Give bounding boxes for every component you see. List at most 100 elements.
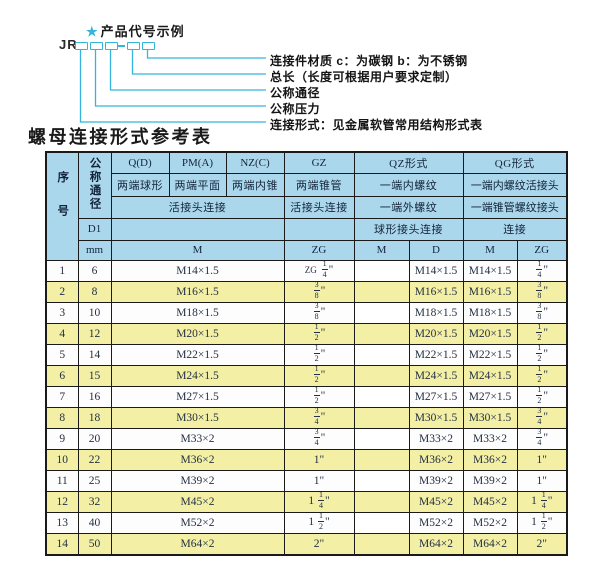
cell-qg-m: M64×2 bbox=[462, 532, 518, 555]
diagram-label-pressure: 公称压力 bbox=[270, 102, 321, 116]
cell-qg-zg: 1 1 2 " bbox=[516, 511, 568, 534]
header-qg-sub2: 一端锥管螺纹接头 bbox=[462, 195, 568, 219]
cell-qz-m bbox=[353, 469, 410, 492]
cell-serial: 1 bbox=[45, 259, 79, 282]
diagram-label-length: 总长（长度可根据用户要求定制） bbox=[270, 70, 458, 84]
cell-qz-d: M36×2 bbox=[408, 448, 464, 471]
cell-qg-zg: 1 2 " bbox=[516, 322, 568, 345]
header-nominal-diameter-label: 公称通径 bbox=[88, 156, 101, 211]
cell-qg-m: M45×2 bbox=[462, 490, 518, 513]
cell-thread-m: M36×2 bbox=[110, 448, 285, 471]
cell-qz-d: M52×2 bbox=[408, 511, 464, 534]
cell-diameter: 8 bbox=[77, 280, 112, 303]
cell-qg-zg: 1 2 " bbox=[516, 364, 568, 387]
cell-thread-m: M27×1.5 bbox=[110, 385, 285, 408]
diagram-label-diameter: 公称通径 bbox=[270, 86, 321, 100]
cell-qg-m: M20×1.5 bbox=[462, 322, 518, 345]
table-row: 11 25 M39×2 1" M39×2 M39×2 1" bbox=[45, 469, 568, 492]
cell-qg-zg: 1 1 4 " bbox=[516, 490, 568, 513]
cell-diameter: 22 bbox=[77, 448, 112, 471]
cell-serial: 2 bbox=[45, 280, 79, 303]
cell-serial: 9 bbox=[45, 427, 79, 450]
cell-qg-m: M22×1.5 bbox=[462, 343, 518, 366]
table-row: 13 40 M52×2 1 1 2 " M52×2 M52×2 1 1 2 " bbox=[45, 511, 568, 534]
cell-qg-zg: 1 2 " bbox=[516, 343, 568, 366]
cell-thread-m: M52×2 bbox=[110, 511, 285, 534]
header-pm: PM(A) bbox=[168, 151, 227, 174]
header-qz-sub1: 一端内螺纹 bbox=[353, 172, 464, 197]
cell-qz-m bbox=[353, 406, 410, 429]
cell-qg-m: M14×1.5 bbox=[462, 259, 518, 282]
cell-qg-zg: 1" bbox=[516, 448, 568, 471]
cell-qg-m: M30×1.5 bbox=[462, 406, 518, 429]
cell-qz-d: M27×1.5 bbox=[408, 385, 464, 408]
table-row: 7 16 M27×1.5 1 2 " M27×1.5 M27×1.5 1 2 " bbox=[45, 385, 568, 408]
cell-gz-zg: 3 4 " bbox=[283, 406, 355, 429]
cell-serial: 14 bbox=[45, 532, 79, 555]
cell-diameter: 20 bbox=[77, 427, 112, 450]
cell-qz-m bbox=[353, 532, 410, 555]
cell-diameter: 14 bbox=[77, 343, 112, 366]
table-row: 6 15 M24×1.5 1 2 " M24×1.5 M24×1.5 1 2 " bbox=[45, 364, 568, 387]
cell-gz-zg: 1 2 " bbox=[283, 385, 355, 408]
cell-gz-zg: 3 8 " bbox=[283, 280, 355, 303]
header-qg-zg-unit: ZG bbox=[516, 239, 568, 261]
cell-qz-d: M20×1.5 bbox=[408, 322, 464, 345]
header-qz-form: QZ形式 bbox=[353, 151, 464, 174]
cell-qz-d: M30×1.5 bbox=[408, 406, 464, 429]
cell-diameter: 15 bbox=[77, 364, 112, 387]
cell-qz-m bbox=[353, 322, 410, 345]
cell-serial: 10 bbox=[45, 448, 79, 471]
cell-gz-zg: 1 1 2 " bbox=[283, 511, 355, 534]
cell-qg-m: M39×2 bbox=[462, 469, 518, 492]
header-m-unit: M bbox=[110, 239, 285, 261]
cell-qz-d: M39×2 bbox=[408, 469, 464, 492]
table-row: 10 22 M36×2 1" M36×2 M36×2 1" bbox=[45, 448, 568, 471]
product-code-diagram: ★ 产品代号示例 JR 连接件材质 c：为碳钢 b：为不锈钢 总长（长度可根据用户… bbox=[0, 0, 600, 150]
header-serial-label: 序号 bbox=[56, 171, 69, 239]
cell-thread-m: M39×2 bbox=[110, 469, 285, 492]
cell-diameter: 10 bbox=[77, 301, 112, 324]
cell-qz-m bbox=[353, 301, 410, 324]
cell-diameter: 50 bbox=[77, 532, 112, 555]
cell-thread-m: M33×2 bbox=[110, 427, 285, 450]
header-nz: NZ(C) bbox=[225, 151, 285, 174]
cell-gz-zg: ZG 1 4 " bbox=[283, 259, 355, 282]
code-box-1 bbox=[75, 42, 88, 50]
cell-diameter: 25 bbox=[77, 469, 112, 492]
cell-qg-m: M16×1.5 bbox=[462, 280, 518, 303]
leader-lines bbox=[79, 48, 266, 123]
header-zg-unit: ZG bbox=[283, 239, 355, 261]
code-box-5 bbox=[142, 42, 155, 50]
cell-thread-m: M20×1.5 bbox=[110, 322, 285, 345]
cell-gz-zg: 2" bbox=[283, 532, 355, 555]
cell-qg-m: M27×1.5 bbox=[462, 385, 518, 408]
code-dash bbox=[117, 45, 125, 47]
cell-qg-m: M36×2 bbox=[462, 448, 518, 471]
cell-qz-d: M33×2 bbox=[408, 427, 464, 450]
cell-serial: 12 bbox=[45, 490, 79, 513]
cell-qz-m bbox=[353, 364, 410, 387]
cell-diameter: 16 bbox=[77, 385, 112, 408]
cell-diameter: 40 bbox=[77, 511, 112, 534]
header-nz-sub: 两端内锥 bbox=[225, 172, 285, 197]
header-qg-m-unit: M bbox=[462, 239, 518, 261]
header-gz-connection: 活接头连接 bbox=[283, 195, 355, 219]
diagram-title-text: 产品代号示例 bbox=[100, 24, 185, 39]
header-qz-d-unit: D bbox=[408, 239, 464, 261]
header-d1: D1 bbox=[77, 217, 112, 241]
header-union-connection: 活接头连接 bbox=[110, 195, 285, 219]
cell-serial: 11 bbox=[45, 469, 79, 492]
cell-qz-d: M45×2 bbox=[408, 490, 464, 513]
cell-qg-zg: 3 8 " bbox=[516, 280, 568, 303]
star-icon: ★ bbox=[86, 24, 99, 39]
diagram-title: ★ 产品代号示例 bbox=[86, 21, 185, 40]
cell-gz-zg: 1 2 " bbox=[283, 322, 355, 345]
cell-gz-zg: 1 2 " bbox=[283, 364, 355, 387]
cell-qg-zg: 3 4 " bbox=[516, 427, 568, 450]
header-qz-ball-connection: 球形接头连接 bbox=[353, 217, 464, 241]
header-gz-sub: 两端锥管 bbox=[283, 172, 355, 197]
cell-qz-d: M18×1.5 bbox=[408, 301, 464, 324]
cell-thread-m: M22×1.5 bbox=[110, 343, 285, 366]
header-mm: mm bbox=[77, 239, 112, 261]
